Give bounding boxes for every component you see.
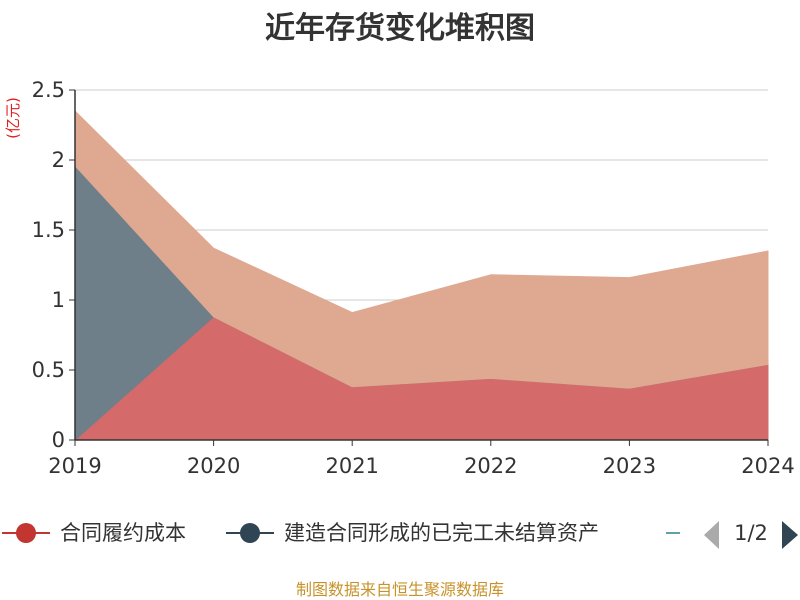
x-tick-label: 2023 [603, 454, 656, 478]
legend-item-1[interactable]: 合同履约成本 [2, 521, 186, 545]
y-tick-label: 0 [52, 428, 65, 452]
legend-next-page-icon[interactable] [782, 521, 798, 549]
y-tick-labels: 0 0.5 1 1.5 2 2.5 [32, 78, 65, 452]
y-tick-label: 2.5 [32, 78, 65, 102]
x-tick-label: 2024 [741, 454, 794, 478]
legend-prev-page-icon[interactable] [704, 521, 719, 549]
x-tick-label: 2022 [464, 454, 517, 478]
legend[interactable]: 合同履约成本 建造合同形成的已完工未结算资产 1/2 [2, 521, 798, 549]
area-series-3 [74, 110, 769, 389]
legend-label: 合同履约成本 [60, 521, 186, 545]
legend-circle-marker [240, 523, 260, 543]
x-tick-label: 2020 [187, 454, 240, 478]
legend-label: 建造合同形成的已完工未结算资产 [284, 521, 599, 545]
x-tick-label: 2019 [48, 454, 101, 478]
stacked-areas [74, 110, 769, 441]
legend-item-2[interactable]: 建造合同形成的已完工未结算资产 [226, 521, 599, 545]
chart-title: 近年存货变化堆积图 [265, 11, 535, 46]
x-tick-labels: 2019 2020 2021 2022 2023 2024 [48, 454, 794, 478]
y-tick-label: 2 [52, 148, 65, 172]
axes [69, 89, 769, 446]
y-tick-label: 0.5 [32, 358, 65, 382]
y-tick-label: 1.5 [32, 218, 65, 242]
data-source-note: 制图数据来自恒生聚源数据库 [296, 580, 504, 599]
y-tick-label: 1 [52, 288, 65, 312]
legend-circle-marker [16, 523, 36, 543]
y-axis-unit-label: (亿元) [4, 97, 22, 139]
x-tick-label: 2021 [325, 454, 378, 478]
legend-page-indicator: 1/2 [734, 521, 768, 545]
